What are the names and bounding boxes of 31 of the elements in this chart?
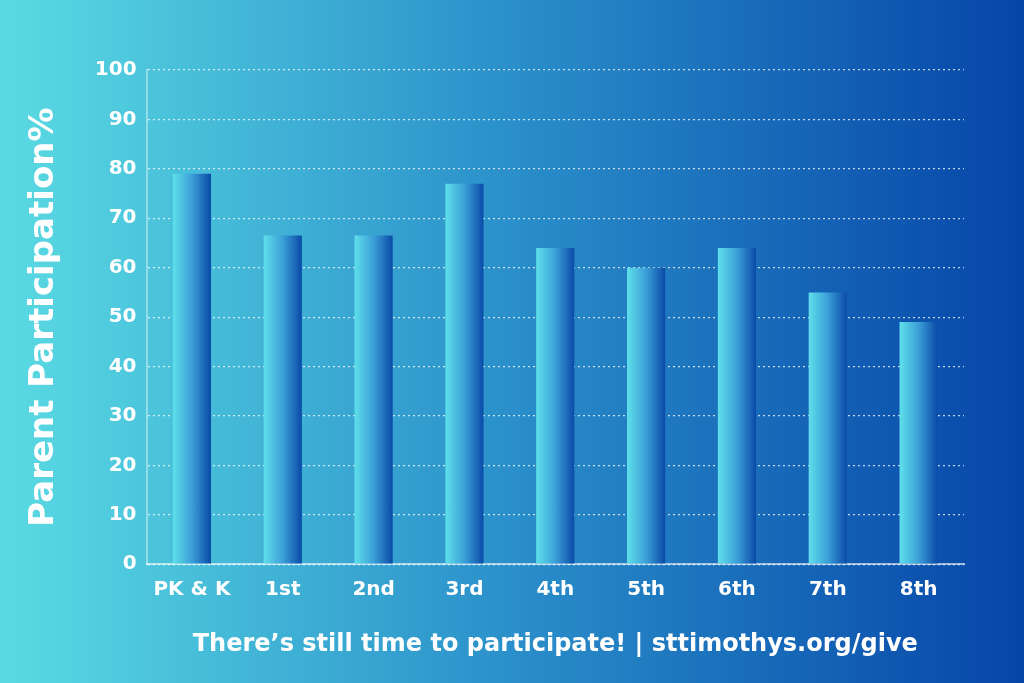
x-tick-label: 3rd — [445, 576, 484, 601]
y-tick-label: 100 — [94, 56, 137, 81]
x-tick-label: 7th — [808, 576, 847, 601]
y-tick-label: 30 — [108, 402, 137, 427]
bar — [808, 292, 847, 564]
x-axis-title: There’s still time to participate! | sttimothys.org/give — [192, 628, 918, 657]
bar — [717, 247, 756, 564]
x-tick-label: 6th — [718, 576, 756, 601]
x-tick-label: 8th — [899, 576, 938, 601]
bar — [627, 267, 666, 564]
bar — [263, 235, 302, 564]
x-tick-label: 5th — [627, 576, 665, 601]
x-tick-label: 2nd — [352, 576, 395, 601]
x-tick-label: PK & K — [153, 576, 232, 601]
x-tick-label: 1st — [265, 576, 301, 601]
y-tick-label: 90 — [108, 105, 137, 130]
y-axis-title: Parent Participation% — [21, 107, 62, 527]
bar — [354, 235, 393, 564]
y-tick-label: 60 — [108, 253, 137, 278]
bar — [899, 322, 938, 564]
bar — [445, 183, 484, 564]
bar — [172, 173, 212, 564]
y-tick-label: 10 — [108, 500, 137, 525]
y-tick-label: 70 — [108, 204, 137, 229]
y-tick-label: 40 — [108, 352, 137, 377]
y-tick-label: 50 — [108, 303, 137, 328]
bar — [536, 247, 575, 564]
y-tick-label: 0 — [122, 550, 137, 575]
y-tick-label: 20 — [108, 451, 137, 476]
y-tick-label: 80 — [108, 155, 137, 180]
x-tick-label: 4th — [536, 576, 575, 601]
